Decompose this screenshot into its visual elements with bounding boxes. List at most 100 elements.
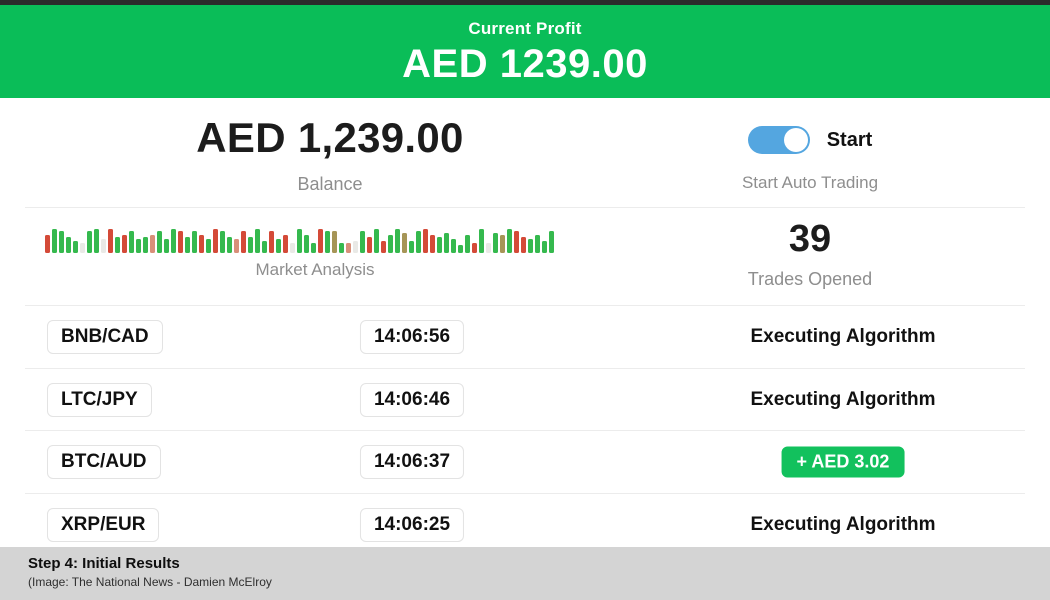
market-bar — [535, 235, 540, 253]
market-bar — [479, 229, 484, 253]
market-bar — [388, 235, 393, 253]
market-bar — [325, 231, 330, 253]
market-bar — [157, 231, 162, 253]
market-bar — [255, 229, 260, 253]
market-bar — [241, 231, 246, 253]
market-bar — [402, 233, 407, 253]
pair-box: BNB/CAD — [47, 320, 163, 355]
market-bar — [52, 229, 57, 253]
image-caption-bar: Step 4: Initial Results (Image: The Nati… — [0, 547, 1050, 600]
market-bar — [360, 231, 365, 253]
pair-box: LTC/JPY — [47, 382, 152, 417]
market-bar — [346, 243, 351, 253]
balance-label: Balance — [297, 174, 363, 194]
market-bar — [542, 241, 547, 253]
market-bar — [304, 235, 309, 253]
market-bar — [311, 243, 316, 253]
market-bar — [220, 231, 225, 253]
market-bar — [465, 235, 470, 253]
market-bar — [164, 239, 169, 253]
market-bar — [227, 237, 232, 253]
market-bar — [185, 237, 190, 253]
section-divider — [25, 207, 1025, 208]
market-bar — [206, 239, 211, 253]
balance-value: AED 1,239.00 — [196, 114, 464, 161]
market-bar — [178, 231, 183, 253]
market-bar — [150, 235, 155, 253]
market-bar — [80, 243, 85, 253]
market-bar — [423, 229, 428, 253]
time-box: 14:06:56 — [359, 320, 465, 355]
market-bar — [444, 233, 449, 253]
market-bar — [199, 235, 204, 253]
trade-list: BNB/CAD 14:06:56 Executing Algorithm LTC… — [0, 306, 1050, 556]
market-bar — [129, 231, 134, 253]
time-box: 14:06:46 — [359, 382, 465, 417]
trade-profit-badge: + AED 3.02 — [781, 446, 905, 478]
market-bar — [472, 243, 477, 253]
market-bar — [500, 235, 505, 253]
market-bar — [94, 229, 99, 253]
market-analysis-label: Market Analysis — [255, 260, 375, 279]
market-bar — [437, 237, 442, 253]
market-bar — [318, 229, 323, 253]
trade-status: Executing Algorithm — [750, 326, 936, 348]
market-bar — [451, 239, 456, 253]
trade-status: Executing Algorithm — [750, 513, 936, 535]
pair-box: XRP/EUR — [47, 507, 160, 542]
market-bar — [514, 231, 519, 253]
market-bar — [374, 229, 379, 253]
market-bar — [521, 237, 526, 253]
time-box: 14:06:25 — [359, 507, 465, 542]
market-bar — [269, 231, 274, 253]
market-bar — [353, 241, 358, 253]
caption-credit: (Image: The National News - Damien McElr… — [28, 575, 272, 589]
caption-title: Step 4: Initial Results — [28, 555, 180, 572]
market-section: Market Analysis 39 Trades Opened — [0, 208, 1050, 305]
market-bar — [381, 241, 386, 253]
balance-block: AED 1,239.00 Balance — [0, 98, 660, 195]
market-bar — [458, 245, 463, 253]
trade-status: Executing Algorithm — [750, 388, 936, 410]
market-bar — [416, 231, 421, 253]
auto-trading-toggle[interactable] — [747, 126, 810, 154]
market-bar — [73, 241, 78, 253]
market-analysis-block: Market Analysis — [0, 208, 630, 280]
market-bar — [276, 239, 281, 253]
market-bar — [262, 241, 267, 253]
market-bar — [283, 235, 288, 253]
market-bar — [430, 235, 435, 253]
trade-row: BTC/AUD 14:06:37 + AED 3.02 — [0, 431, 1050, 494]
toggle-row: Start — [700, 126, 920, 154]
market-bar — [493, 233, 498, 253]
trades-opened-block: 39 Trades Opened — [700, 208, 920, 290]
pair-box: BTC/AUD — [47, 445, 161, 480]
market-bar — [136, 239, 141, 253]
section-divider — [25, 305, 1025, 306]
market-bar — [297, 229, 302, 253]
market-bar — [66, 237, 71, 253]
trade-row: LTC/JPY 14:06:46 Executing Algorithm — [0, 369, 1050, 432]
market-bar — [143, 237, 148, 253]
market-bar — [213, 229, 218, 253]
market-bar — [122, 235, 127, 253]
market-bar — [339, 243, 344, 253]
profit-header: Current Profit AED 1239.00 — [0, 5, 1050, 98]
market-bar — [248, 237, 253, 253]
market-bar — [45, 235, 50, 253]
current-profit-label: Current Profit — [468, 19, 582, 38]
market-bar — [234, 239, 239, 253]
market-bar — [549, 231, 554, 253]
trades-opened-count: 39 — [788, 218, 832, 260]
market-bar — [101, 239, 106, 253]
market-bar — [507, 229, 512, 253]
auto-trading-block: Start Start Auto Trading — [700, 98, 920, 193]
market-bar — [367, 237, 372, 253]
market-bar — [59, 231, 64, 253]
auto-trading-caption: Start Auto Trading — [741, 173, 879, 192]
market-bar — [192, 231, 197, 253]
market-bar — [87, 231, 92, 253]
toggle-start-label: Start — [826, 128, 873, 151]
current-profit-value: AED 1239.00 — [402, 42, 648, 86]
